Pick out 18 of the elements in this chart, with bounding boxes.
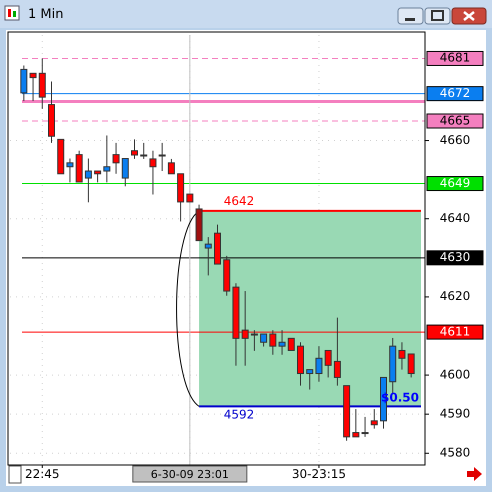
y-tick-label: 4660 bbox=[440, 132, 470, 147]
x-tick-label: 6-30-09 23:01 bbox=[150, 468, 229, 481]
y-tick-label: 4600 bbox=[440, 367, 470, 382]
ref-line-label: 4642 bbox=[224, 194, 254, 208]
y-tick-label: 4620 bbox=[440, 289, 470, 304]
ref-line-label: 4649 bbox=[440, 176, 470, 190]
chart-title: 1 Min bbox=[28, 7, 64, 22]
ref-line-label: 4611 bbox=[440, 324, 470, 338]
y-tick-label: 4590 bbox=[440, 406, 470, 420]
x-tick-label: 30-23:15 bbox=[292, 467, 346, 481]
ref-line-label: 4592 bbox=[224, 408, 254, 422]
y-tick-label: 4580 bbox=[440, 446, 470, 460]
ref-line-label: 4672 bbox=[440, 86, 470, 100]
ref-line-label: 4681 bbox=[440, 50, 470, 65]
ref-line-label: 4665 bbox=[440, 113, 470, 128]
x-tick-label: 22:45 bbox=[24, 467, 60, 481]
y-tick-label: 4640 bbox=[440, 211, 470, 226]
ref-line-label: 4630 bbox=[440, 250, 470, 264]
